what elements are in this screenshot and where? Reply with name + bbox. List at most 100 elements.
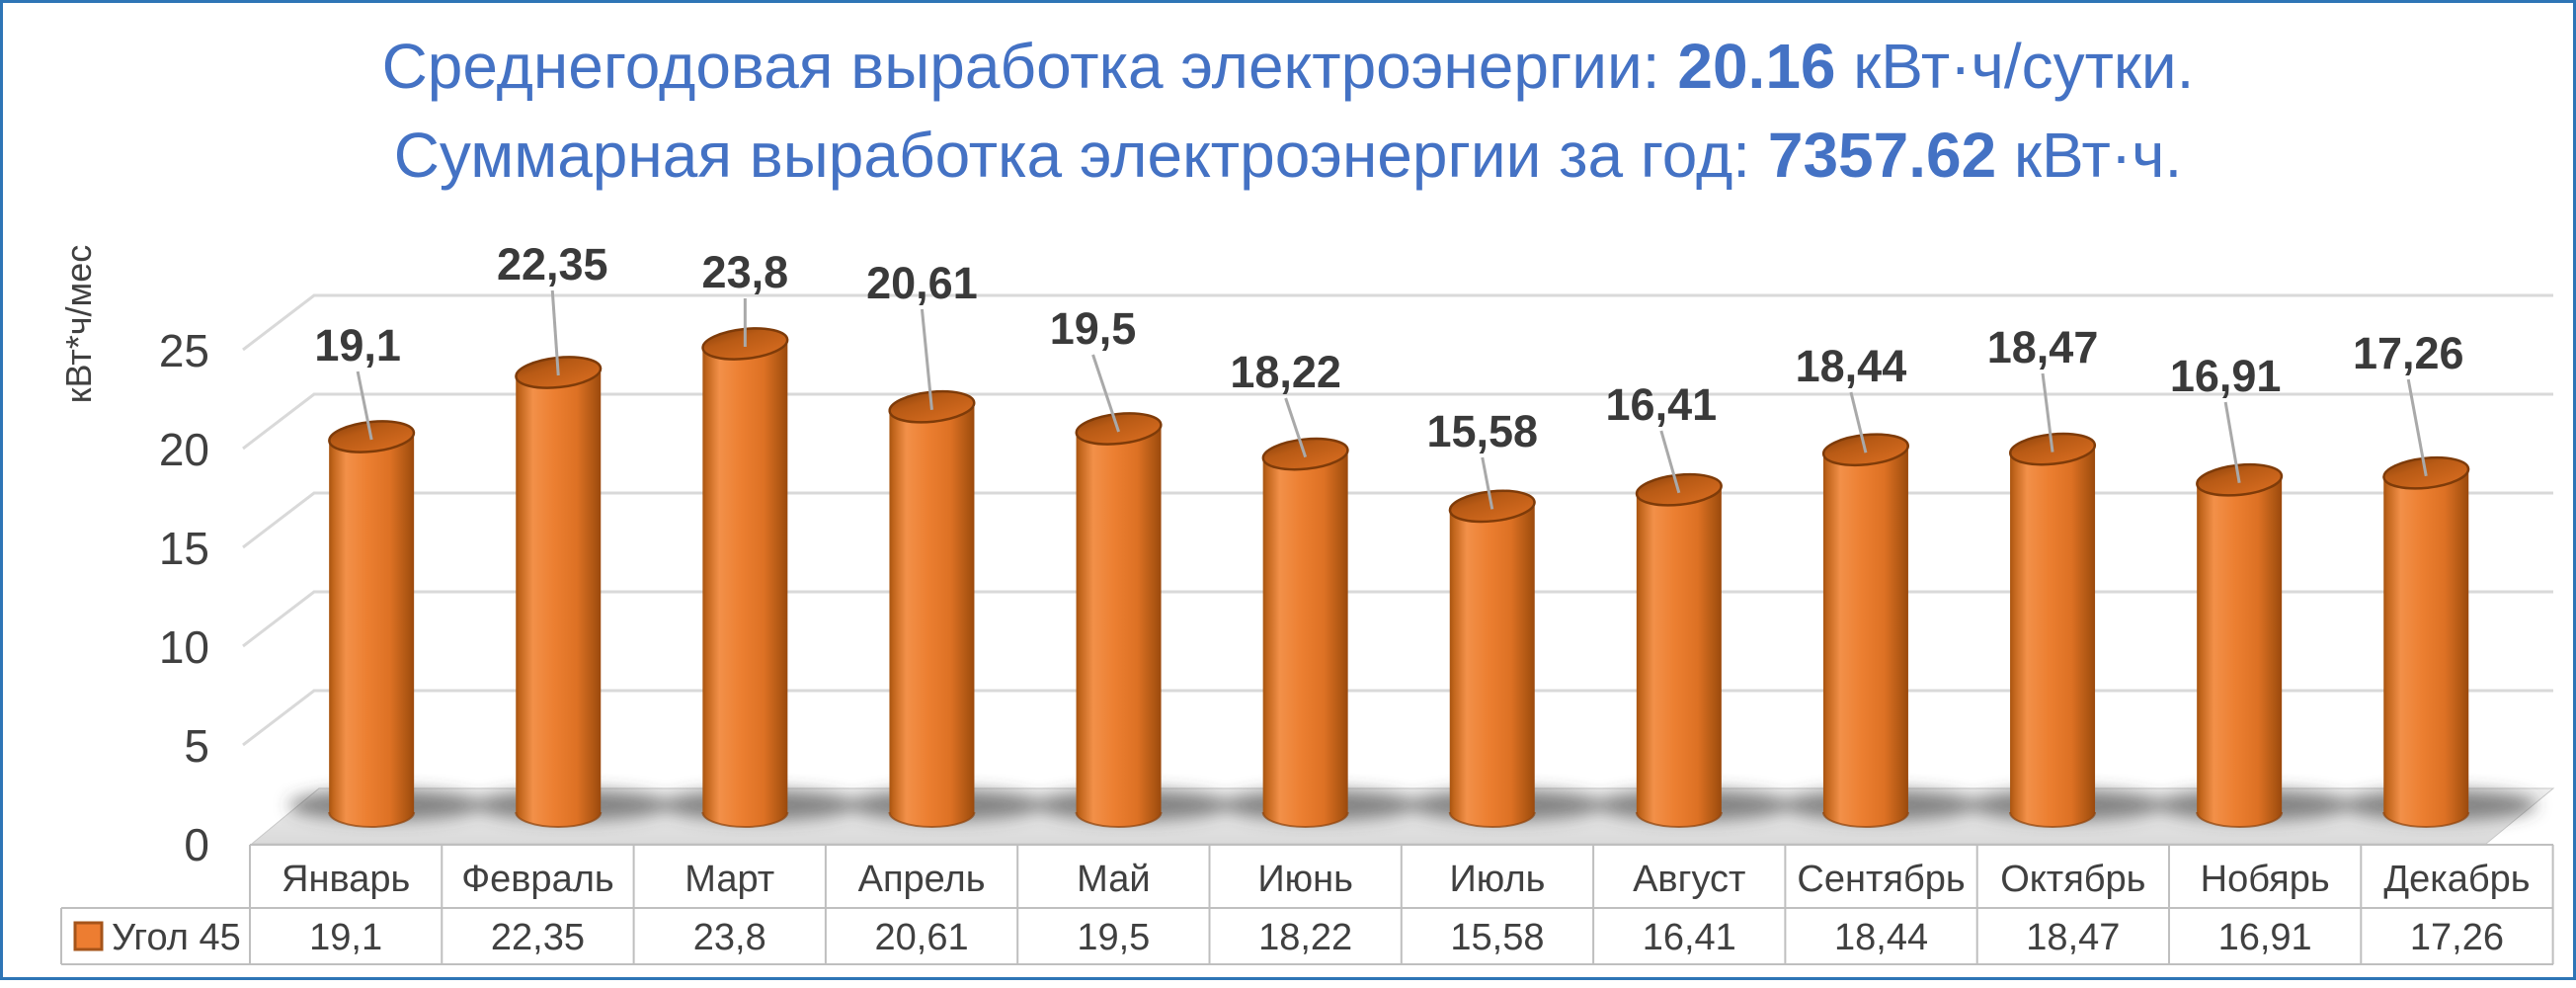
month-header-cell: Февраль bbox=[461, 859, 613, 900]
value-cell: 23,8 bbox=[693, 917, 766, 958]
y-tick-label: 15 bbox=[159, 523, 209, 574]
y-tick-label: 10 bbox=[159, 621, 209, 673]
cylinder-bottom-rim bbox=[1261, 811, 1349, 828]
value-cell: 22,35 bbox=[491, 917, 585, 958]
chart-title-line2: Суммарная выработка электроэнергии за го… bbox=[0, 111, 2576, 200]
label-leader-line bbox=[920, 308, 933, 410]
cylinder-body bbox=[1076, 429, 1162, 828]
bar-cylinder-Апрель[interactable] bbox=[888, 387, 976, 828]
data-label: 18,47 bbox=[1987, 322, 2099, 372]
cylinder-body bbox=[889, 406, 975, 828]
bar-cylinder-Июль[interactable] bbox=[1448, 487, 1536, 828]
title-line1-value: 20.16 bbox=[1677, 31, 1836, 102]
cylinder-bottom-rim bbox=[1075, 811, 1163, 828]
bar-cylinder-Нобярь[interactable] bbox=[2196, 460, 2284, 828]
chart-title: Среднегодовая выработка электроэнергии: … bbox=[0, 22, 2576, 200]
month-header-cell: Октябрь bbox=[2000, 859, 2145, 900]
cylinder-body bbox=[2197, 479, 2283, 828]
value-cell: 18,44 bbox=[1834, 917, 1928, 958]
month-header-cell: Декабрь bbox=[2383, 859, 2530, 900]
month-header-cell: Нобярь bbox=[2201, 859, 2330, 900]
label-leader-line bbox=[2041, 372, 2054, 453]
cylinder-body bbox=[1449, 506, 1535, 828]
value-cell: 15,58 bbox=[1450, 917, 1544, 958]
value-cell: 19,1 bbox=[309, 917, 382, 958]
data-label: 18,44 bbox=[1796, 341, 1907, 391]
month-header-cell: Апрель bbox=[858, 859, 986, 900]
bar-cylinder-Январь[interactable] bbox=[328, 418, 416, 828]
bar-cylinder-Март[interactable] bbox=[701, 325, 789, 828]
gridline bbox=[242, 689, 2553, 747]
y-axis-title: кВт*ч/мес bbox=[58, 245, 99, 404]
value-cell: 16,41 bbox=[1643, 917, 1736, 958]
gridline bbox=[242, 491, 2553, 549]
data-label: 16,91 bbox=[2170, 351, 2282, 401]
cylinder-body bbox=[1822, 450, 1908, 828]
bar-cylinder-Май[interactable] bbox=[1075, 410, 1163, 828]
bar-cylinder-Февраль[interactable] bbox=[515, 354, 603, 828]
data-label: 15,58 bbox=[1426, 406, 1538, 456]
chart-title-line1: Среднегодовая выработка электроэнергии: … bbox=[0, 22, 2576, 111]
cylinder-bottom-rim bbox=[2009, 811, 2097, 828]
legend-key-swatch[interactable] bbox=[73, 921, 104, 951]
cylinder-body bbox=[2010, 449, 2096, 828]
bar-cylinder-Сентябрь[interactable] bbox=[1821, 431, 1910, 828]
y-tick-label: 25 bbox=[159, 325, 209, 376]
label-leader-line bbox=[1481, 456, 1494, 510]
title-line1-units: кВт·ч/сутки. bbox=[1835, 31, 2195, 102]
data-label: 19,5 bbox=[1050, 303, 1137, 354]
cylinder-body bbox=[702, 344, 788, 828]
bar-cylinder-Август[interactable] bbox=[1635, 470, 1724, 828]
data-label: 18,22 bbox=[1230, 347, 1341, 397]
month-header-cell: Март bbox=[684, 859, 774, 900]
y-tick-label: 5 bbox=[184, 720, 209, 772]
month-header-cell: Июнь bbox=[1257, 859, 1353, 900]
title-line2-units: кВт·ч. bbox=[1996, 120, 2183, 191]
cylinder-body bbox=[1262, 453, 1348, 828]
data-label: 22,35 bbox=[497, 239, 608, 289]
label-leader-line bbox=[2406, 378, 2428, 477]
data-label: 23,8 bbox=[702, 247, 789, 297]
y-tick-label: 20 bbox=[159, 424, 209, 475]
value-cell: 18,22 bbox=[1258, 917, 1352, 958]
label-leader-line bbox=[356, 370, 373, 441]
label-leader-line bbox=[1284, 397, 1308, 458]
label-leader-line bbox=[1849, 391, 1868, 453]
value-cell: 20,61 bbox=[875, 917, 969, 958]
month-header-cell: Август bbox=[1633, 859, 1745, 900]
data-label: 16,41 bbox=[1606, 379, 1718, 430]
cylinder-bottom-rim bbox=[1635, 811, 1723, 828]
cylinder-body bbox=[329, 437, 415, 827]
gridline bbox=[242, 590, 2553, 648]
month-header-cell: Сентябрь bbox=[1797, 859, 1965, 900]
data-label: 20,61 bbox=[866, 258, 978, 308]
month-header-cell: Январь bbox=[282, 859, 410, 900]
cylinder-body bbox=[2383, 472, 2469, 828]
cylinder-bottom-rim bbox=[2382, 811, 2470, 828]
value-cell: 17,26 bbox=[2410, 917, 2504, 958]
cylinder-bottom-rim bbox=[1448, 811, 1536, 828]
label-leader-line bbox=[2223, 401, 2241, 484]
data-label: 17,26 bbox=[2353, 328, 2464, 378]
title-line2-text: Суммарная выработка электроэнергии за го… bbox=[393, 120, 1768, 191]
data-label: 19,1 bbox=[314, 320, 401, 370]
cylinder-bottom-rim bbox=[2196, 811, 2284, 828]
month-header-cell: Июль bbox=[1449, 859, 1545, 900]
label-leader-line bbox=[1659, 430, 1681, 494]
value-cell: 19,5 bbox=[1077, 917, 1150, 958]
legend-label[interactable]: Угол 45 bbox=[112, 917, 241, 958]
cylinder-bottom-rim bbox=[701, 811, 789, 828]
cylinder-bottom-rim bbox=[515, 811, 603, 828]
label-leader-line bbox=[1091, 354, 1120, 433]
bar-cylinder-Октябрь[interactable] bbox=[2009, 430, 2097, 828]
cylinder-bottom-rim bbox=[1821, 811, 1909, 828]
bar-cylinder-Декабрь[interactable] bbox=[2382, 453, 2470, 828]
title-line2-value: 7357.62 bbox=[1767, 120, 1997, 191]
bar-cylinder-Июнь[interactable] bbox=[1261, 435, 1349, 828]
gridline bbox=[242, 293, 2553, 352]
cylinder-bottom-rim bbox=[888, 811, 976, 828]
cylinder-body bbox=[516, 372, 602, 828]
gridline bbox=[242, 392, 2553, 451]
value-cell: 16,91 bbox=[2218, 917, 2312, 958]
